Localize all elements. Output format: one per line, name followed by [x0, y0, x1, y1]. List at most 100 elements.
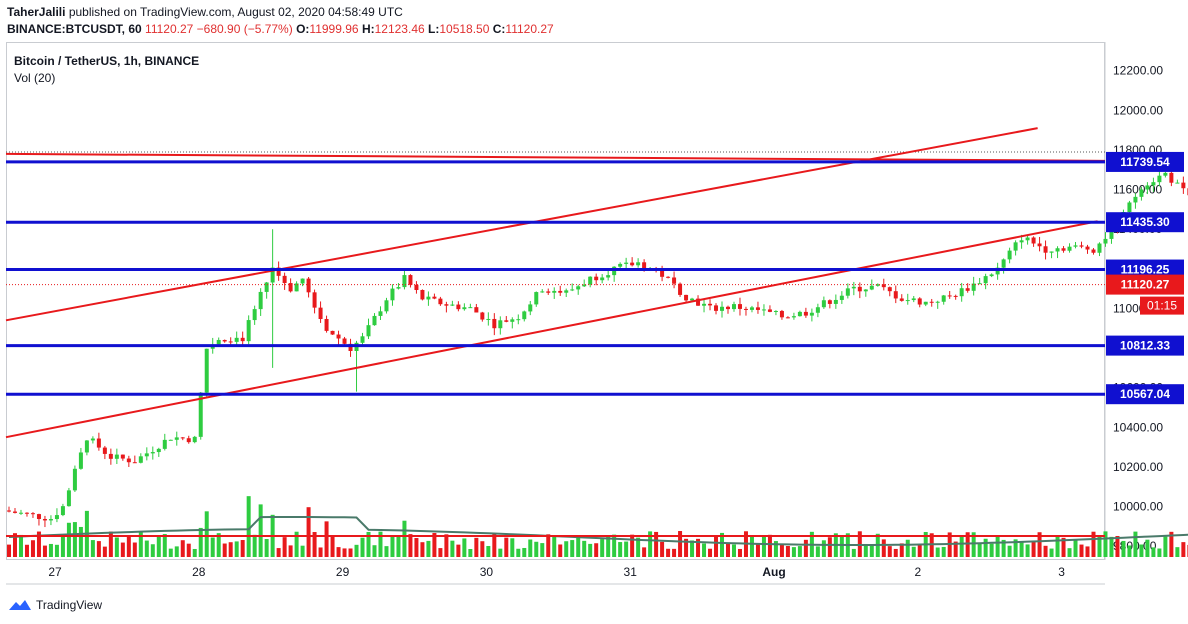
volume-bar	[492, 533, 497, 557]
volume-bar	[1163, 536, 1168, 557]
volume-bar	[797, 546, 802, 557]
candle-body	[1109, 227, 1114, 239]
volume-bar	[474, 537, 479, 557]
candle-body	[462, 307, 467, 310]
volume-bar	[30, 540, 35, 557]
candle-body	[7, 510, 11, 512]
volume-bar	[1037, 532, 1042, 557]
legend-title: Bitcoin / TetherUS, 1h, BINANCE	[14, 54, 200, 68]
y-tick-label: 12000.00	[1113, 103, 1163, 117]
tradingview-footer[interactable]: TradingView	[8, 597, 102, 613]
candle-body	[1175, 182, 1180, 184]
candle-body	[516, 319, 521, 321]
candle-body	[749, 307, 754, 310]
candle-body	[252, 309, 257, 321]
volume-bar	[1073, 539, 1078, 557]
candle-body	[150, 452, 155, 454]
candle-body	[642, 262, 647, 270]
candle-body	[30, 513, 35, 515]
volume-bar	[1121, 540, 1126, 557]
volume-bar	[444, 534, 449, 557]
volume-bar	[989, 543, 994, 557]
volume-bar	[1055, 535, 1060, 557]
author[interactable]: TaherJalili	[7, 5, 66, 19]
level-label: 11435.30	[1120, 215, 1170, 229]
volume-bar	[630, 534, 635, 557]
volume-bar	[666, 548, 671, 557]
volume-bar	[785, 545, 790, 557]
candle-body	[791, 316, 796, 318]
candle-body	[636, 262, 641, 266]
chart-legend: Bitcoin / TetherUS, 1h, BINANCE Vol (20)	[14, 53, 199, 87]
candle-body	[486, 318, 491, 320]
level-label: 11196.25	[1121, 263, 1170, 277]
volume-bar	[450, 540, 455, 557]
volume-bar	[240, 540, 245, 557]
volume-bar	[120, 542, 125, 557]
candle-body	[1025, 237, 1030, 241]
candle-body	[893, 291, 898, 299]
volume-bar	[887, 546, 892, 557]
candle-body	[384, 300, 389, 312]
volume-bar	[312, 532, 317, 557]
candle-body	[60, 506, 65, 516]
volume-bar	[1157, 548, 1162, 557]
candle-body	[510, 319, 515, 322]
candle-body	[258, 291, 263, 310]
candle-body	[84, 440, 89, 453]
candle-body	[216, 339, 221, 345]
candle-body	[300, 278, 305, 284]
candle-body	[564, 290, 569, 293]
volume-bar	[72, 522, 77, 557]
volume-bar	[1031, 541, 1036, 557]
candle-body	[378, 311, 383, 316]
candle-body	[666, 276, 671, 278]
candle-body	[869, 285, 874, 290]
candle-body	[600, 277, 605, 281]
candle-body	[731, 304, 736, 310]
volume-bar	[90, 540, 95, 557]
candle-body	[1079, 245, 1084, 247]
candle-body	[1073, 245, 1078, 247]
candle-body	[989, 274, 994, 277]
candle-body	[965, 288, 970, 291]
volume-bar	[216, 533, 221, 557]
candle-body	[468, 307, 473, 309]
volume-bar	[594, 543, 599, 557]
change: −680.90 (−5.77%)	[196, 22, 293, 36]
x-tick-label: 27	[48, 565, 62, 579]
candle-body	[995, 267, 1000, 275]
candle-body	[324, 318, 329, 331]
candle-body	[522, 311, 527, 320]
volume-bar	[7, 544, 11, 557]
volume-bar	[576, 536, 581, 557]
volume-bar	[821, 540, 826, 557]
candle-body	[24, 512, 29, 514]
candle-body	[546, 291, 551, 293]
candle-body	[827, 300, 832, 304]
red-resistance-line	[5, 152, 1106, 162]
candle-body	[606, 275, 611, 278]
candle-body	[420, 289, 425, 300]
volume-bar	[558, 544, 563, 557]
publish-info: TaherJalili published on TradingView.com…	[7, 5, 403, 19]
candle-body	[330, 330, 335, 335]
volume-bar	[779, 544, 784, 557]
tradingview-label: TradingView	[36, 598, 103, 612]
candle-body	[204, 348, 209, 393]
volume-bar	[654, 531, 659, 557]
candle-body	[432, 296, 437, 299]
volume-bar	[1103, 531, 1108, 557]
volume-bar	[1175, 547, 1180, 557]
candle-body	[743, 308, 748, 310]
volume-bar	[462, 538, 467, 557]
volume-bar	[384, 546, 389, 557]
volume-bar	[1013, 539, 1018, 557]
candle-body	[1019, 240, 1024, 243]
candle-body	[1037, 243, 1042, 247]
volume-bar	[564, 541, 569, 557]
volume-bar	[456, 544, 461, 557]
volume-bar	[636, 537, 641, 557]
candle-body	[761, 309, 766, 311]
